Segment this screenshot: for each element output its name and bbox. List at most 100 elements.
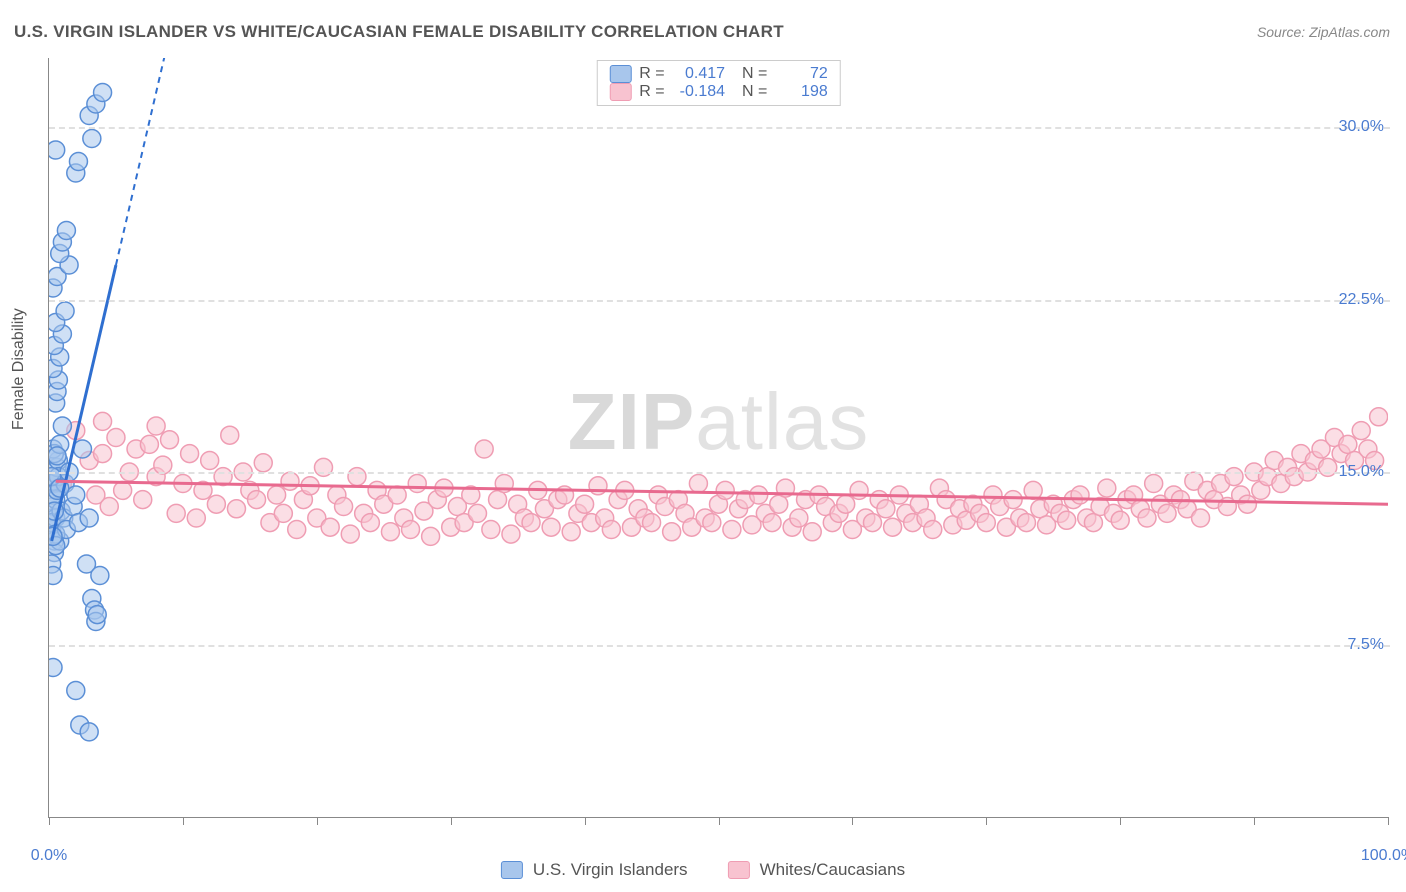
gridline-h [49, 300, 1390, 302]
ytick-label: 22.5% [1339, 291, 1384, 309]
scatter-point [67, 486, 85, 504]
scatter-point [1098, 479, 1116, 497]
scatter-point [348, 468, 366, 486]
scatter-point [489, 491, 507, 509]
scatter-point [91, 567, 109, 585]
gridline-h [49, 472, 1390, 474]
scatter-point [1238, 495, 1256, 513]
scatter-point [49, 659, 62, 677]
scatter-point [924, 521, 942, 539]
scatter-point [321, 518, 339, 536]
xtick [49, 817, 50, 825]
scatter-point [94, 412, 112, 430]
scatter-point [268, 486, 286, 504]
scatter-point [56, 302, 74, 320]
gridline-h [49, 645, 1390, 647]
scatter-point [1004, 491, 1022, 509]
scatter-point [689, 475, 707, 493]
scatter-point [1138, 509, 1156, 527]
scatter-point [1058, 511, 1076, 529]
scatter-point [763, 514, 781, 532]
ytick-label: 30.0% [1339, 118, 1384, 136]
scatter-point [49, 447, 66, 465]
gridline-h [49, 127, 1390, 129]
scatter-point [140, 435, 158, 453]
scatter-point [341, 525, 359, 543]
scatter-point [770, 495, 788, 513]
source-credit: Source: ZipAtlas.com [1257, 24, 1390, 40]
scatter-point [361, 514, 379, 532]
scatter-point [248, 491, 266, 509]
xtick [852, 817, 853, 825]
scatter-point [475, 440, 493, 458]
bottom-legend: U.S. Virgin Islanders Whites/Caucasians [501, 860, 905, 880]
scatter-point [1017, 514, 1035, 532]
scatter-point [522, 514, 540, 532]
scatter-point [288, 521, 306, 539]
scatter-point [482, 521, 500, 539]
scatter-point [114, 481, 132, 499]
scatter-point [1084, 514, 1102, 532]
scatter-point [100, 498, 118, 516]
scatter-point [1111, 511, 1129, 529]
scatter-point [49, 567, 62, 585]
scatter-point [703, 514, 721, 532]
scatter-point [1192, 509, 1210, 527]
scatter-point [207, 495, 225, 513]
bottom-legend-usvi: U.S. Virgin Islanders [501, 860, 688, 880]
scatter-point [977, 514, 995, 532]
scatter-point [1158, 504, 1176, 522]
scatter-point [576, 495, 594, 513]
scatter-point [1352, 422, 1370, 440]
scatter-point [1071, 486, 1089, 504]
scatter-point [381, 523, 399, 541]
scatter-point [201, 452, 219, 470]
xtick [451, 817, 452, 825]
scatter-point [602, 521, 620, 539]
scatter-point [790, 509, 808, 527]
ytick-label: 7.5% [1348, 636, 1384, 654]
scatter-point [147, 417, 165, 435]
xtick [986, 817, 987, 825]
bottom-swatch-usvi [501, 861, 523, 879]
scatter-point [335, 498, 353, 516]
scatter-point [884, 518, 902, 536]
scatter-point [254, 454, 272, 472]
scatter-point [1225, 468, 1243, 486]
xtick-label: 100.0% [1361, 847, 1406, 865]
chart-title: U.S. VIRGIN ISLANDER VS WHITE/CAUCASIAN … [14, 22, 784, 42]
scatter-point [863, 514, 881, 532]
scatter-point [716, 481, 734, 499]
scatter-point [221, 426, 239, 444]
xtick [585, 817, 586, 825]
xtick [719, 817, 720, 825]
scatter-point [274, 504, 292, 522]
scatter-point [281, 472, 299, 490]
scatter-point [803, 523, 821, 541]
y-axis-label: Female Disability [10, 308, 28, 430]
scatter-point [161, 431, 179, 449]
scatter-point [1145, 475, 1163, 493]
scatter-point [187, 509, 205, 527]
scatter-point [69, 153, 87, 171]
trend-line [116, 58, 170, 265]
scatter-point [73, 440, 91, 458]
scatter-point [167, 504, 185, 522]
scatter-point [643, 514, 661, 532]
xtick [1120, 817, 1121, 825]
bottom-swatch-white [728, 861, 750, 879]
scatter-point [83, 130, 101, 148]
bottom-legend-white: Whites/Caucasians [728, 860, 906, 880]
scatter-point [877, 500, 895, 518]
scatter-point [750, 486, 768, 504]
scatter-point [408, 475, 426, 493]
scatter-point [542, 518, 560, 536]
scatter-point [468, 504, 486, 522]
scatter-point [181, 445, 199, 463]
scatter-point [134, 491, 152, 509]
scatter-point [80, 723, 98, 741]
xtick [317, 817, 318, 825]
scatter-point [94, 445, 112, 463]
scatter-point [227, 500, 245, 518]
scatter-point [67, 682, 85, 700]
